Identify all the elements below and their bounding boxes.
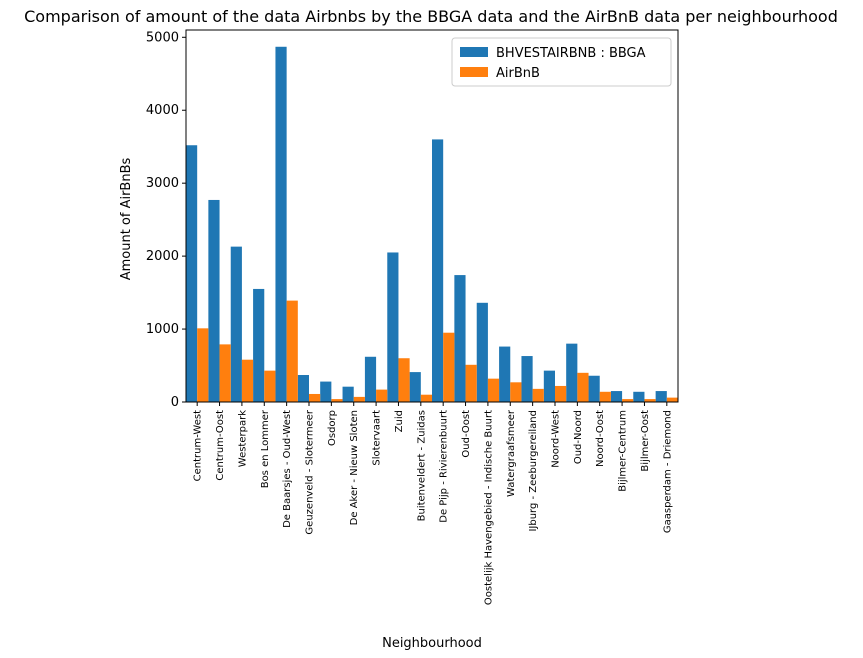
bar-airbnb [465, 364, 477, 402]
x-tick-label: Noord-Oost [595, 410, 606, 467]
x-tick-label: De Aker - Nieuw Sloten [349, 410, 360, 525]
bar-airbnb [510, 382, 522, 402]
y-tick-label: 0 [171, 395, 179, 410]
x-tick-label: Zuid [394, 410, 405, 432]
bar-bbga [230, 246, 242, 402]
bar-airbnb [241, 359, 254, 402]
x-tick-label: Gaasperdam - Driemond [662, 410, 673, 533]
bar-airbnb [264, 370, 276, 402]
bar-airbnb [577, 372, 589, 402]
x-tick-label: Buitenveldert - Zuidas [416, 410, 427, 521]
x-tick-label: Slotervaart [372, 410, 383, 466]
bar-bbga [297, 375, 309, 402]
bar-bbga [633, 391, 645, 402]
bar-bbga [364, 356, 377, 402]
bar-bbga [476, 302, 488, 402]
y-axis-ticks: 0 1000 2000 3000 4000 5000 [146, 30, 186, 410]
bar-airbnb [286, 300, 298, 402]
legend-label: BHVESTAIRBNB : BBGA [496, 46, 646, 61]
x-tick-label: Geuzenveld - Slotermeer [305, 409, 316, 534]
bar-airbnb [555, 385, 567, 402]
x-tick-label: Osdorp [327, 410, 338, 446]
bar-bbga [432, 139, 444, 403]
x-axis-ticks: Centrum-West Centrum-Oost Westerpark Bos en… [193, 402, 673, 605]
x-tick-label: Oostelijk Havengebied - Indische Buurt [483, 410, 494, 605]
bar-bbga [610, 391, 623, 402]
plot-border [185, 29, 679, 403]
x-tick-label: Centrum-Oost [215, 410, 226, 481]
bar-bbga [521, 356, 533, 402]
bar-bbga [543, 370, 555, 402]
chart-title: Comparison of amount of the data Airbnbs… [24, 7, 838, 26]
bar-bbga [342, 386, 354, 402]
x-tick-label: Oud-Noord [573, 410, 584, 464]
bar-airbnb [666, 397, 678, 402]
bar-bbga [186, 145, 198, 402]
bar-bbga [208, 199, 220, 402]
bar-airbnb [331, 399, 343, 402]
bars-group [186, 46, 678, 403]
bar-bbga [320, 381, 332, 402]
x-axis-label: Neighbourhood [382, 636, 482, 651]
legend-label: AirBnB [496, 66, 540, 81]
x-tick-label: Watergraafsmeer [506, 409, 517, 497]
bar-airbnb [353, 396, 365, 402]
bar-bbga [454, 275, 466, 402]
bar-airbnb [599, 391, 611, 402]
x-tick-label: Bos en Lommer [260, 409, 271, 488]
bar-airbnb [443, 332, 455, 402]
bar-bbga [253, 288, 265, 402]
x-tick-label: IJburg - Zeeburgereiland [528, 410, 539, 532]
bar-airbnb [644, 399, 656, 402]
bar-bbga [275, 46, 287, 403]
bar-airbnb [309, 393, 321, 402]
y-tick-label: 4000 [146, 103, 179, 118]
x-tick-label: Noord-West [551, 410, 562, 468]
bar-bbga [499, 346, 511, 402]
legend-box [451, 37, 672, 87]
bar-airbnb [420, 394, 432, 402]
x-tick-label: Centrum-West [193, 410, 204, 481]
bar-bbga [387, 252, 399, 402]
bar-bbga [655, 391, 667, 402]
y-tick-label: 1000 [146, 322, 179, 337]
legend-swatch [460, 47, 488, 57]
x-tick-label: Westerpark [237, 410, 248, 467]
bar-bbga [409, 372, 421, 402]
x-tick-label: Oud-Oost [461, 410, 472, 458]
plot-frame [185, 29, 679, 403]
x-tick-label: Bijlmer-Oost [640, 410, 651, 472]
bar-airbnb [487, 378, 500, 402]
legend-swatch [460, 67, 488, 77]
y-tick-label: 5000 [146, 30, 179, 45]
y-tick-label: 2000 [146, 249, 179, 264]
bar-airbnb [398, 358, 410, 402]
x-tick-label: De Baarsjes - Oud-West [282, 410, 293, 528]
legend: BHVESTAIRBNB : BBGA AirBnB [451, 37, 672, 87]
x-tick-label: Bijlmer-Centrum [618, 410, 629, 492]
bar-bbga [588, 375, 600, 402]
bar-bbga [566, 343, 578, 402]
y-axis-label: Amount of AirBnBs [119, 157, 134, 280]
x-tick-label: De Pijp - Rivierenbuurt [439, 410, 450, 523]
bar-airbnb [197, 328, 209, 402]
bar-airbnb [532, 388, 544, 402]
bar-airbnb [622, 399, 634, 402]
y-tick-label: 3000 [146, 176, 179, 191]
bar-airbnb [376, 389, 388, 402]
bar-airbnb [219, 344, 231, 402]
